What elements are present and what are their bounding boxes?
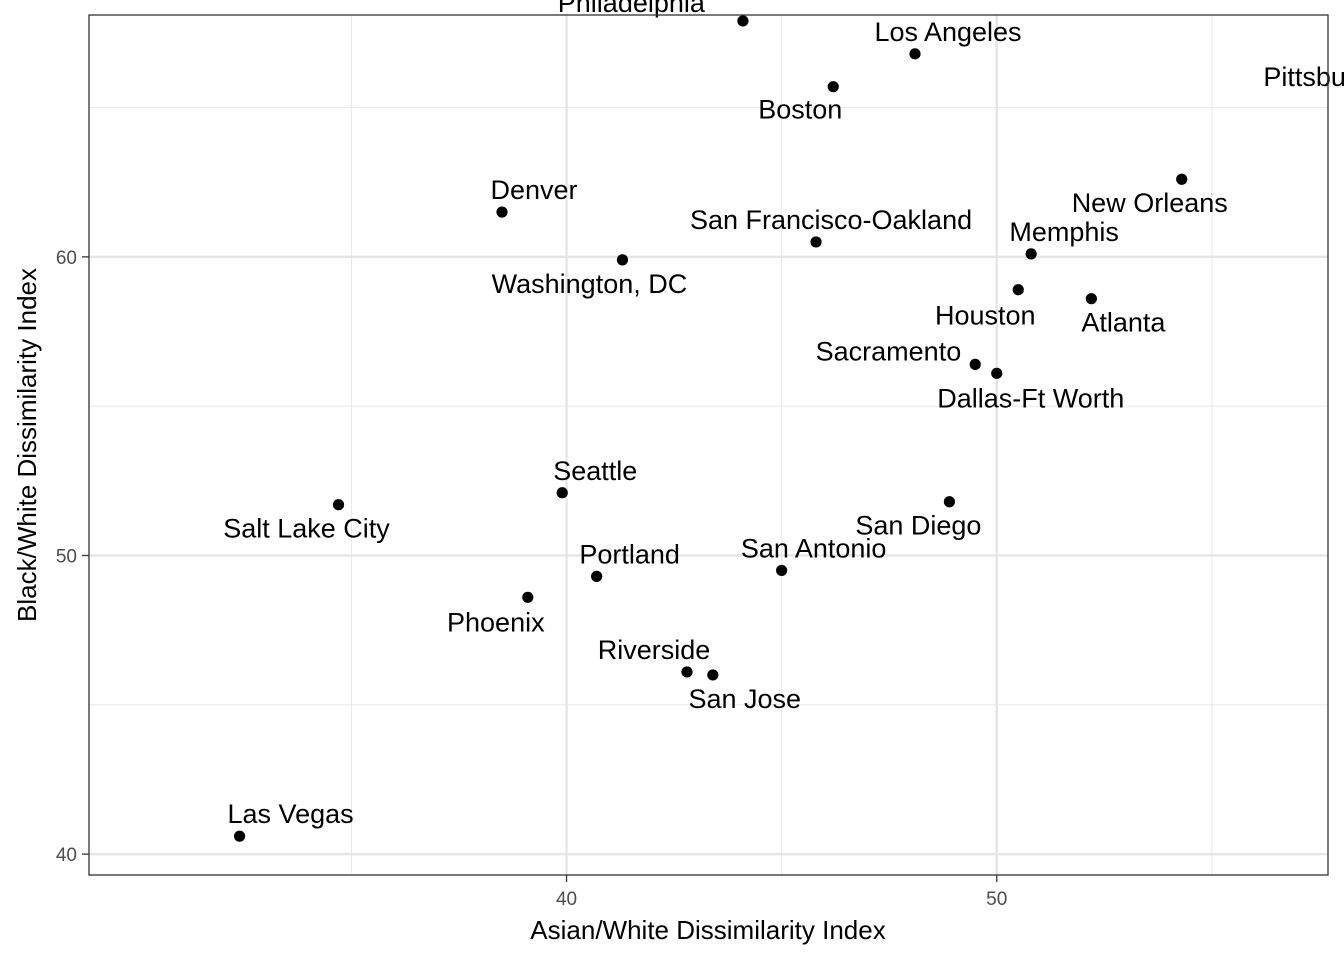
point-label: Las Vegas [228, 799, 354, 829]
data-point [332, 499, 345, 511]
y-axis-ticks: 40 50 60 [56, 248, 89, 866]
data-point [707, 669, 719, 681]
point-label: Portland [579, 539, 680, 569]
x-tick-label: 40 [556, 889, 577, 910]
point-label: Houston [935, 301, 1036, 331]
point-label: Atlanta [1081, 308, 1166, 338]
data-point [233, 830, 246, 842]
data-point [681, 666, 693, 678]
point-label: Pittsburgh [1263, 62, 1344, 92]
point-label: San Jose [689, 684, 802, 714]
point-label: Seattle [553, 456, 637, 486]
point-labels: Philadelphia Los Angeles Pittsburgh Boston N… [223, 0, 1344, 829]
point-label: Boston [758, 95, 842, 125]
x-tick-label: 50 [986, 889, 1007, 910]
point-label: Washington, DC [492, 269, 688, 299]
x-axis-ticks: 40 50 [556, 875, 1007, 910]
plot-panel-border [88, 14, 1329, 876]
point-label: San Francisco-Oakland [690, 205, 972, 235]
data-point [1025, 248, 1037, 260]
data-point [496, 206, 508, 218]
data-point [810, 236, 822, 248]
point-label: Sacramento [816, 336, 962, 366]
y-tick-label: 60 [56, 248, 77, 269]
point-label: San Antonio [741, 533, 887, 563]
data-point [522, 591, 534, 603]
minor-gridlines [89, 15, 1328, 875]
data-point [943, 496, 956, 508]
data-point [776, 564, 788, 577]
point-label: Denver [490, 175, 577, 205]
data-point [991, 367, 1003, 379]
data-point [969, 358, 981, 370]
point-label: Los Angeles [874, 17, 1021, 47]
point-label: Phoenix [447, 607, 545, 637]
point-label: Dallas-Ft Worth [937, 383, 1124, 413]
y-axis-title: Black/White Dissimilarity Index [12, 268, 42, 622]
point-label: Riverside [598, 635, 711, 665]
point-label: Salt Lake City [223, 514, 390, 544]
data-point [1012, 284, 1024, 296]
data-point [827, 81, 839, 93]
data-point [909, 48, 921, 60]
data-point [556, 487, 568, 499]
data-points [233, 15, 1188, 842]
data-point [1085, 293, 1097, 305]
data-point [591, 570, 603, 582]
point-label: New Orleans [1072, 188, 1228, 218]
point-label: Philadelphia [558, 0, 706, 18]
y-tick-label: 50 [56, 546, 77, 567]
point-label: Memphis [1009, 217, 1119, 247]
data-point [1176, 173, 1188, 185]
point-label: San Diego [855, 511, 981, 541]
data-point [737, 15, 749, 27]
major-gridlines [89, 15, 1328, 875]
y-tick-label: 40 [56, 845, 77, 866]
data-point [616, 254, 629, 266]
x-axis-title: Asian/White Dissimilarity Index [530, 915, 885, 945]
